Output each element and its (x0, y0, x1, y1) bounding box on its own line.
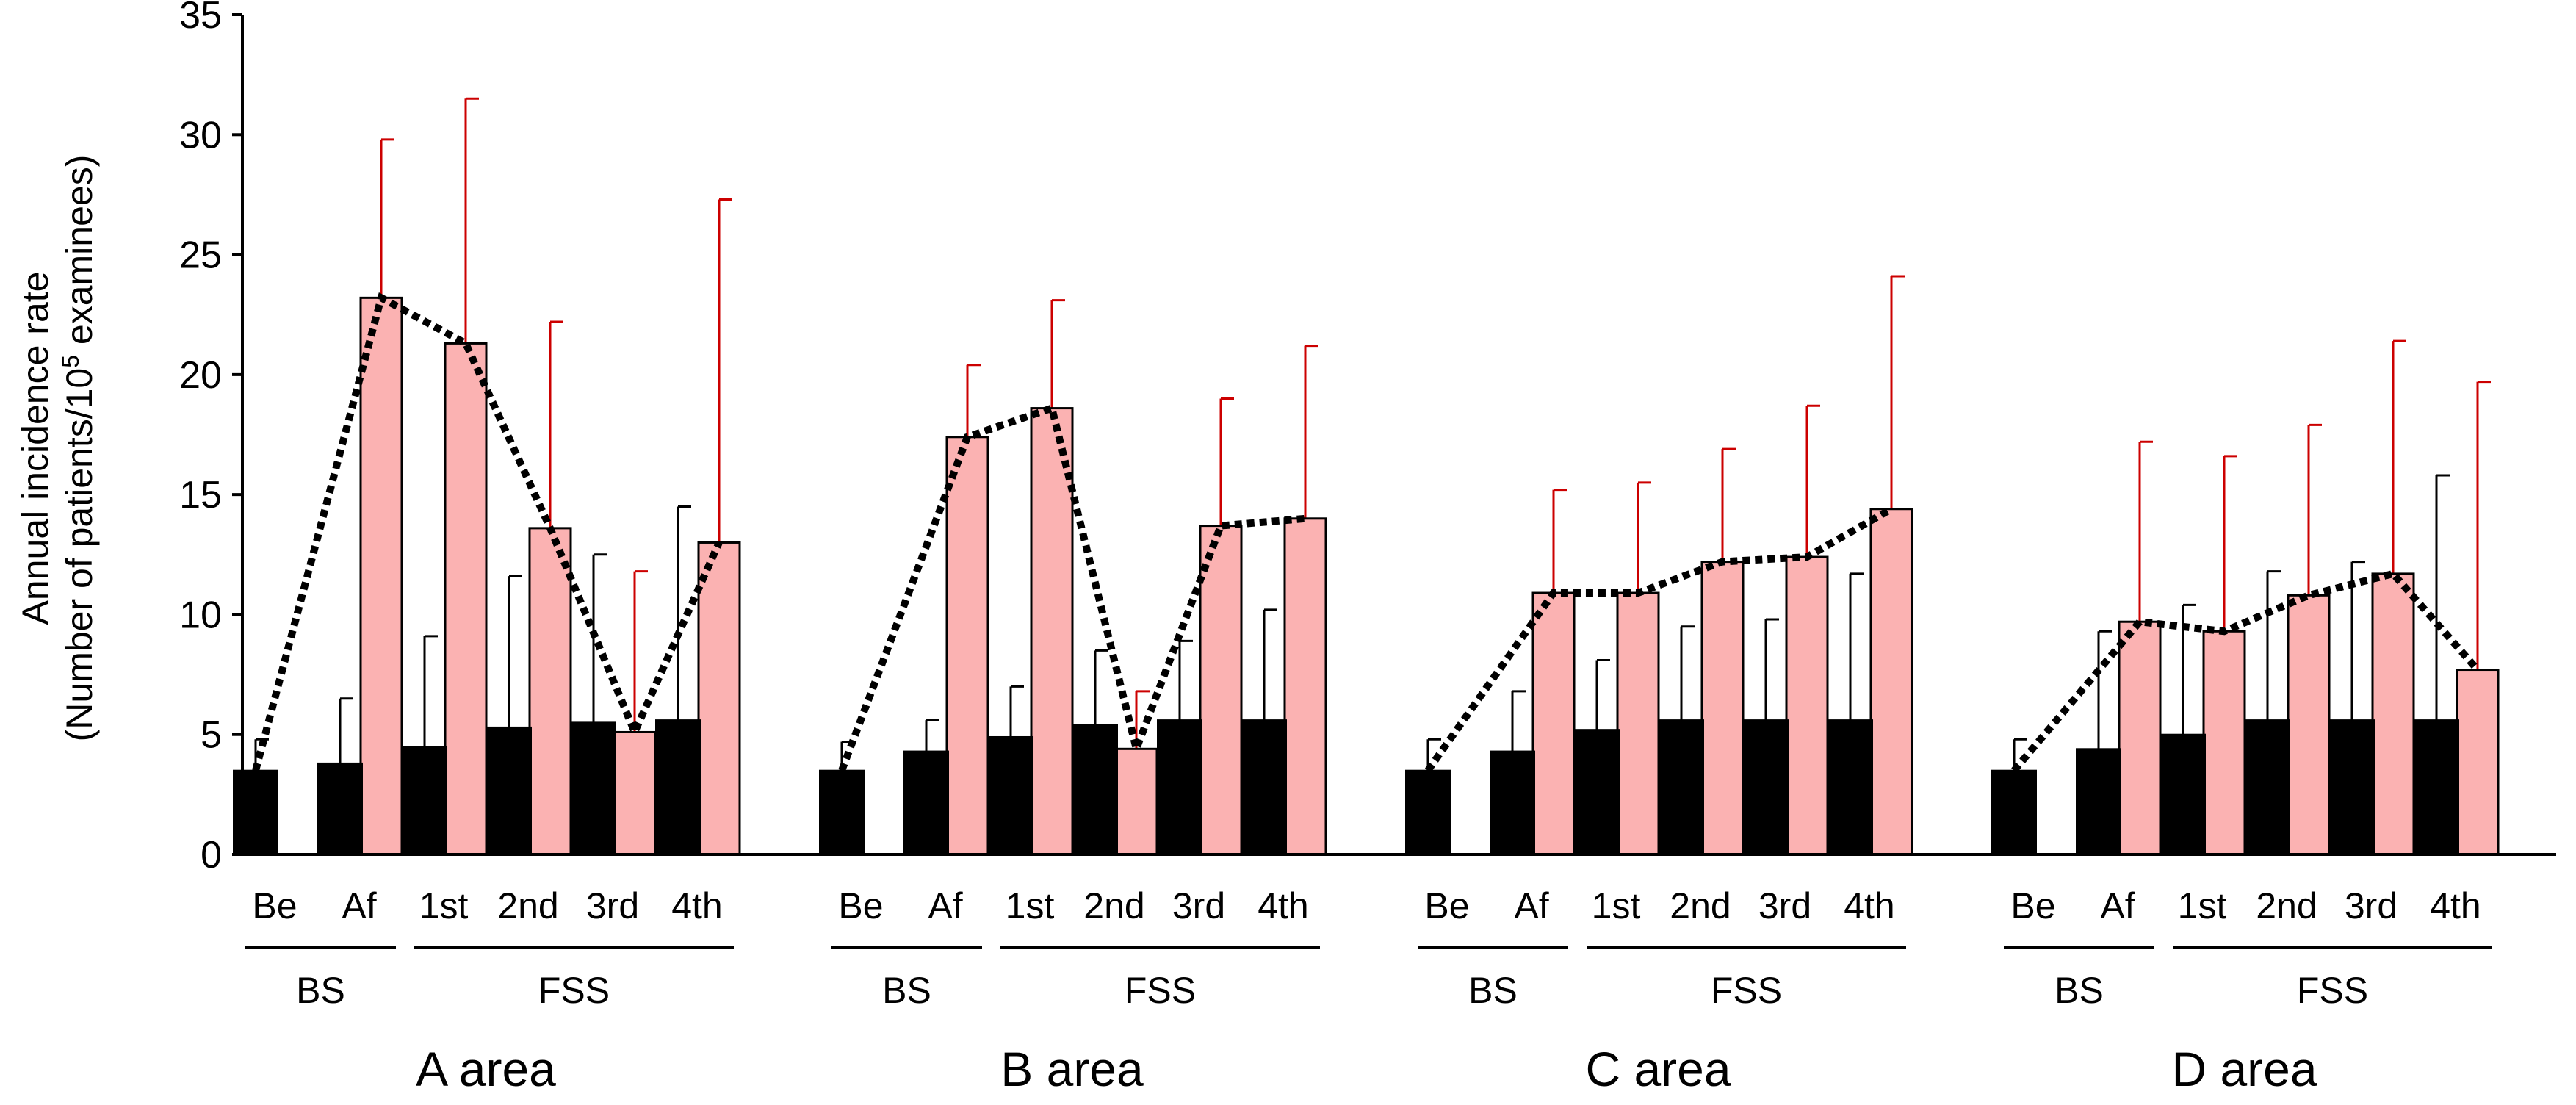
category-label: Be (1424, 885, 1469, 926)
black-bar (655, 719, 701, 855)
black-bar (1574, 729, 1620, 855)
area-label: B area (1000, 1042, 1144, 1096)
area-label: C area (1585, 1042, 1731, 1096)
category-label: 2nd (497, 885, 558, 926)
y-tick-label: 5 (201, 714, 222, 757)
category-label: 3rd (1758, 885, 1811, 926)
group-label-fss: FSS (1125, 970, 1196, 1011)
category-label: 1st (1592, 885, 1641, 926)
category-label: Af (928, 885, 962, 926)
black-bar (2245, 719, 2290, 855)
pink-bar (697, 541, 741, 856)
black-bar (988, 735, 1033, 855)
black-bar (1743, 719, 1789, 855)
black-bar (1828, 719, 1873, 855)
black-bar (233, 769, 278, 855)
area-label: A area (416, 1042, 556, 1096)
group-label-bs: BS (296, 970, 345, 1011)
category-label: 4th (2430, 885, 2481, 926)
category-label: 3rd (586, 885, 639, 926)
black-bar (903, 750, 949, 855)
pink-bar (1616, 591, 1660, 856)
black-bar (1157, 719, 1202, 855)
trend-line (838, 403, 1306, 772)
category-label: 3rd (2345, 885, 2398, 926)
pink-bar (1030, 407, 1074, 856)
group-label-bs: BS (1468, 970, 1518, 1011)
y-tick-label: 10 (179, 594, 222, 636)
pink-bar (2202, 630, 2246, 856)
y-tick-label: 15 (179, 474, 222, 516)
y-axis-label-line1: Annual incidence rate (15, 272, 56, 625)
black-bar (2414, 719, 2459, 855)
pink-bar (1700, 561, 1745, 856)
pink-bar (528, 527, 572, 856)
category-label: 1st (419, 885, 469, 926)
black-bar (2076, 748, 2121, 856)
y-tick-label: 0 (201, 834, 222, 877)
category-label: 4th (1258, 885, 1309, 926)
black-bar (1659, 719, 1704, 855)
group-label-fss: FSS (538, 970, 610, 1011)
pink-bar (2287, 594, 2331, 856)
black-bar (486, 726, 532, 855)
pink-bar (2456, 669, 2500, 856)
black-bar (1072, 724, 1118, 855)
category-label: Af (2100, 885, 2135, 926)
group-label-fss: FSS (1711, 970, 1782, 1011)
area-label: D area (2171, 1042, 2317, 1096)
pink-bar (1531, 591, 1576, 856)
pink-bar (945, 436, 989, 856)
black-bar (317, 762, 363, 855)
pink-bar (2371, 572, 2415, 856)
black-bar (1405, 769, 1451, 855)
y-tick-label: 20 (179, 354, 222, 397)
category-label: 2nd (2256, 885, 2317, 926)
black-bar (1241, 719, 1287, 855)
black-bar (1490, 750, 1535, 855)
category-label: Be (252, 885, 297, 926)
black-bar (2160, 733, 2206, 856)
y-axis-label: Annual incidence rate (Number of patient… (15, 155, 100, 742)
category-label: Be (2010, 885, 2055, 926)
black-bar (1991, 769, 2037, 855)
category-label: 4th (671, 885, 723, 926)
pink-bar (1199, 525, 1243, 856)
trend-line (2011, 569, 2481, 773)
pink-bar (613, 730, 657, 856)
black-bar (571, 721, 616, 856)
pink-bar (1114, 747, 1158, 856)
pink-bar (2118, 620, 2162, 856)
y-tick-label: 30 (179, 114, 222, 156)
y-tick-label: 35 (179, 0, 222, 37)
group-label-bs: BS (882, 970, 931, 1011)
pink-bar (359, 296, 403, 856)
black-bar (402, 746, 447, 855)
black-bar (819, 769, 865, 855)
category-label: Be (838, 885, 883, 926)
category-label: 3rd (1172, 885, 1225, 926)
black-bar (2329, 719, 2375, 855)
category-label: 1st (2178, 885, 2227, 926)
trend-line (252, 292, 723, 771)
y-tick-label: 25 (179, 234, 222, 277)
category-label: 4th (1844, 885, 1895, 926)
trend-line (1424, 505, 1894, 773)
category-label: 2nd (1083, 885, 1144, 926)
group-label-bs: BS (2054, 970, 2104, 1011)
group-label-fss: FSS (2297, 970, 2368, 1011)
category-label: Af (1514, 885, 1548, 926)
category-label: 2nd (1670, 885, 1731, 926)
y-axis-label-superscript: 5 (57, 355, 84, 368)
pink-bar (1869, 508, 1913, 856)
pink-bar (1283, 517, 1327, 856)
category-label: 1st (1006, 885, 1055, 926)
category-label: Af (342, 885, 376, 926)
y-axis-label-line2: (Number of patients/105 examinees) (57, 155, 100, 742)
pink-bar (1785, 555, 1829, 856)
pink-bar (444, 342, 488, 856)
